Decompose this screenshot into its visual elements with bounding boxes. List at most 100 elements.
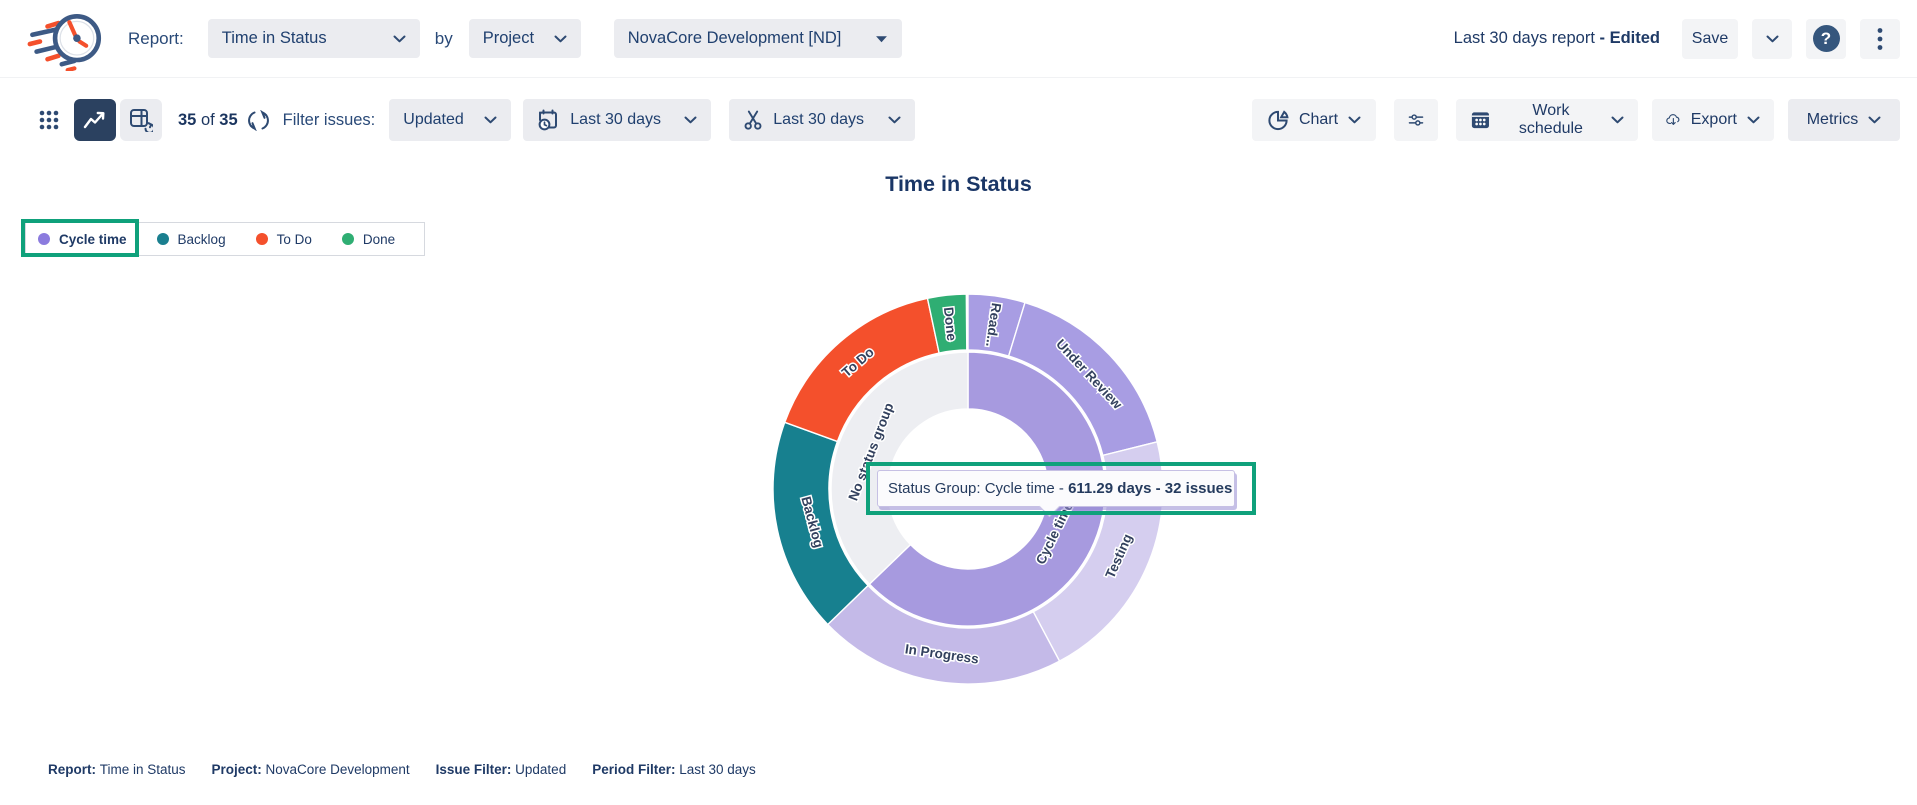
- by-label: by: [434, 28, 453, 48]
- issue-filter-value: Updated: [403, 111, 464, 128]
- report-edited-flag: - Edited: [1594, 29, 1660, 47]
- legend-item-cycle-time[interactable]: Cycle time: [38, 232, 127, 247]
- metrics-label: Metrics: [1806, 111, 1859, 128]
- saved-report-name: Last 30 days report - Edited: [1454, 29, 1660, 48]
- report-type-value: Time in Status: [221, 29, 327, 47]
- header-bar: Report: Time in Status by Project NovaCo…: [0, 0, 1917, 78]
- chevron-down-icon: [684, 116, 697, 124]
- legend-item-to-do[interactable]: To Do: [255, 231, 312, 247]
- chevron-down-icon: [1348, 116, 1361, 124]
- footer-item-report-: Report: Time in Status: [48, 762, 186, 777]
- count-of: of: [196, 110, 220, 129]
- chart-legend: Cycle time Backlog To Do Done: [25, 222, 425, 256]
- tooltip-text: Status Group: Cycle time - 611.29 days -…: [888, 480, 1232, 497]
- chevron-down-icon: [1868, 116, 1881, 124]
- chevron-down-icon: [484, 116, 497, 124]
- save-options-button[interactable]: [1752, 18, 1792, 59]
- project-select[interactable]: NovaCore Development [ND]: [613, 19, 902, 58]
- donut-segment-done[interactable]: [926, 293, 968, 354]
- legend-dot-icon: [255, 233, 268, 245]
- footer-item-value: Updated: [515, 762, 567, 777]
- report-name-text: Last 30 days report: [1453, 29, 1595, 47]
- caret-down-icon: [875, 35, 887, 42]
- footer-item-period-filter-: Period Filter: Last 30 days: [592, 762, 756, 777]
- report-type-select[interactable]: Time in Status: [207, 19, 420, 58]
- pivot-table-icon: [130, 109, 153, 132]
- legend-label: Done: [362, 231, 396, 247]
- footer-item-value: NovaCore Development: [265, 762, 410, 777]
- chart-tooltip: Status Group: Cycle time - 611.29 days -…: [877, 470, 1235, 518]
- footer-item-label: Period Filter:: [592, 762, 680, 777]
- chart-type-label: Chart: [1298, 111, 1339, 128]
- save-button[interactable]: Save: [1682, 18, 1738, 59]
- work-schedule-label: Work schedule: [1518, 102, 1583, 137]
- chevron-down-icon: [1747, 116, 1760, 124]
- pie-chart-icon: [1268, 110, 1289, 131]
- issue-filter-select[interactable]: Updated: [389, 99, 512, 141]
- chevron-down-icon: [1766, 35, 1778, 42]
- chevron-down-icon: [888, 116, 901, 124]
- legend-label: Backlog: [177, 231, 226, 247]
- header-actions: Last 30 days report - Edited Save ?: [1454, 18, 1900, 59]
- pivot-view-button[interactable]: [120, 99, 162, 141]
- legend-item-backlog[interactable]: Backlog: [156, 231, 226, 247]
- metrics-button[interactable]: Metrics: [1788, 99, 1900, 141]
- count-shown: 35: [178, 110, 197, 129]
- report-summary-footer: Report: Time in Status Project: NovaCore …: [48, 762, 756, 777]
- toolbar-right: Chart: [1252, 99, 1900, 141]
- kebab-menu-icon: [1877, 27, 1883, 50]
- toolbar: 35 of 35 Filter issues: Updated: [0, 97, 1917, 143]
- sliders-icon: [1408, 114, 1424, 126]
- group-by-select[interactable]: Project: [468, 19, 581, 58]
- donut-segment-label: Done: [941, 306, 959, 342]
- issue-count: 35 of 35: [178, 111, 238, 130]
- project-value: NovaCore Development [ND]: [627, 29, 842, 47]
- footer-item-label: Issue Filter:: [435, 762, 516, 777]
- report-label: Report:: [128, 28, 184, 48]
- chart-settings-button[interactable]: [1394, 99, 1438, 141]
- grid-view-button[interactable]: [30, 99, 68, 141]
- line-chart-icon: [83, 111, 105, 129]
- app-logo-stopwatch-icon: [27, 13, 102, 71]
- tooltip-prefix: Status Group: Cycle time -: [888, 480, 1069, 497]
- grid-view-icon: [39, 110, 59, 130]
- count-total: 35: [219, 110, 238, 129]
- refresh-icon[interactable]: [246, 109, 271, 131]
- legend-label: To Do: [276, 231, 312, 247]
- export-label: Export: [1690, 111, 1737, 128]
- scissors-icon: [744, 110, 762, 130]
- chart-title: Time in Status: [885, 172, 1032, 196]
- chevron-down-icon: [1611, 116, 1624, 124]
- footer-item-value: Time in Status: [99, 762, 186, 777]
- footer-item-issue-filter-: Issue Filter: Updated: [436, 762, 567, 777]
- chevron-down-icon: [393, 35, 406, 42]
- tooltip-value: 611.29 days - 32 issues: [1068, 480, 1233, 497]
- export-button[interactable]: Export: [1652, 99, 1774, 141]
- footer-item-project-: Project: NovaCore Development: [212, 762, 410, 777]
- trim-period-value: Last 30 days: [773, 111, 864, 128]
- more-menu-button[interactable]: [1860, 18, 1900, 59]
- chart-view-button-selected[interactable]: [74, 99, 116, 141]
- footer-item-label: Project:: [211, 762, 266, 777]
- legend-dot-icon: [38, 233, 50, 245]
- work-schedule-button[interactable]: Work schedule: [1456, 99, 1638, 141]
- period-filter-value: Last 30 days: [570, 111, 661, 128]
- group-by-value: Project: [482, 29, 535, 47]
- legend-dot-icon: [156, 233, 169, 245]
- legend-label: Cycle time: [59, 231, 127, 247]
- filter-issues-label: Filter issues:: [282, 110, 376, 129]
- calendar-icon: [1471, 112, 1489, 129]
- calendar-clock-icon: [538, 109, 558, 130]
- help-icon: ?: [1812, 25, 1840, 52]
- chevron-down-icon: [554, 35, 567, 42]
- legend-item-done[interactable]: Done: [341, 231, 396, 247]
- legend-dot-icon: [341, 233, 354, 245]
- footer-item-label: Report:: [48, 762, 100, 777]
- period-filter-select[interactable]: Last 30 days: [523, 99, 712, 141]
- trim-period-select[interactable]: Last 30 days: [729, 99, 916, 141]
- help-button[interactable]: ?: [1806, 18, 1846, 59]
- cloud-download-icon: [1666, 114, 1680, 125]
- chart-type-button[interactable]: Chart: [1252, 99, 1376, 141]
